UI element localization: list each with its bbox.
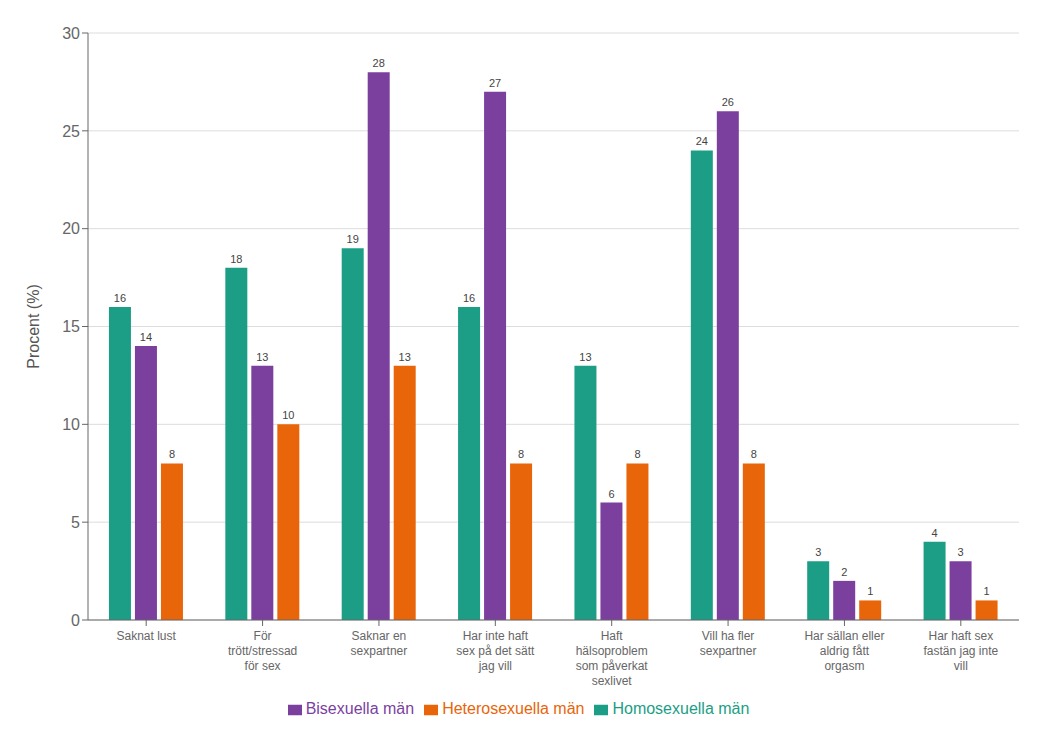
svg-text:8: 8 [751,448,757,460]
svg-text:15: 15 [62,318,80,335]
svg-text:18: 18 [230,253,242,265]
svg-text:Har inte haftsex på det sättja: Har inte haftsex på det sättjag vill [456,629,535,673]
svg-text:Procent (%): Procent (%) [25,284,42,368]
svg-text:16: 16 [463,292,475,304]
svg-text:27: 27 [489,77,501,89]
svg-text:8: 8 [169,448,175,460]
svg-text:4: 4 [932,527,938,539]
html-text:Heterosexuella män: Heterosexuella män [442,700,585,717]
html-text:Bisexuella män: Bisexuella män [305,700,415,717]
svg-text:Förtrött/stressadför sex: Förtrött/stressadför sex [228,629,297,673]
svg-text:Hafthälsoproblemsom påverkatse: Hafthälsoproblemsom påverkatsexlivet [576,629,649,688]
svg-text:14: 14 [140,331,152,343]
html-text:Homosexuella män: Homosexuella män [612,700,750,717]
svg-text:1: 1 [984,585,990,597]
svg-text:24: 24 [696,135,708,147]
svg-text:30: 30 [62,25,80,42]
svg-text:13: 13 [399,351,411,363]
svg-text:13: 13 [579,351,591,363]
svg-text:6: 6 [608,488,614,500]
svg-text:5: 5 [71,514,80,531]
svg-text:19: 19 [347,233,359,245]
svg-text:Vill ha flersexpartner: Vill ha flersexpartner [700,629,757,658]
svg-text:0: 0 [71,612,80,629]
svg-text:10: 10 [282,409,294,421]
svg-text:20: 20 [62,220,80,237]
svg-text:16: 16 [114,292,126,304]
svg-text:26: 26 [722,96,734,108]
svg-text:Saknat lust: Saknat lust [117,629,177,643]
svg-text:3: 3 [815,546,821,558]
svg-text:28: 28 [373,57,385,69]
svg-text:1: 1 [867,585,873,597]
svg-text:3: 3 [958,546,964,558]
svg-text:Har sällan elleraldrig fåttorg: Har sällan elleraldrig fåttorgasm [804,629,884,673]
svg-text:2: 2 [841,566,847,578]
svg-text:Saknar ensexpartner: Saknar ensexpartner [351,629,408,658]
svg-text:8: 8 [634,448,640,460]
svg-text:8: 8 [518,448,524,460]
svg-text:10: 10 [62,416,80,433]
svg-text:25: 25 [62,123,80,140]
svg-text:13: 13 [256,351,268,363]
svg-text:Har haft sexfastän jag intevil: Har haft sexfastän jag intevill [923,629,998,673]
